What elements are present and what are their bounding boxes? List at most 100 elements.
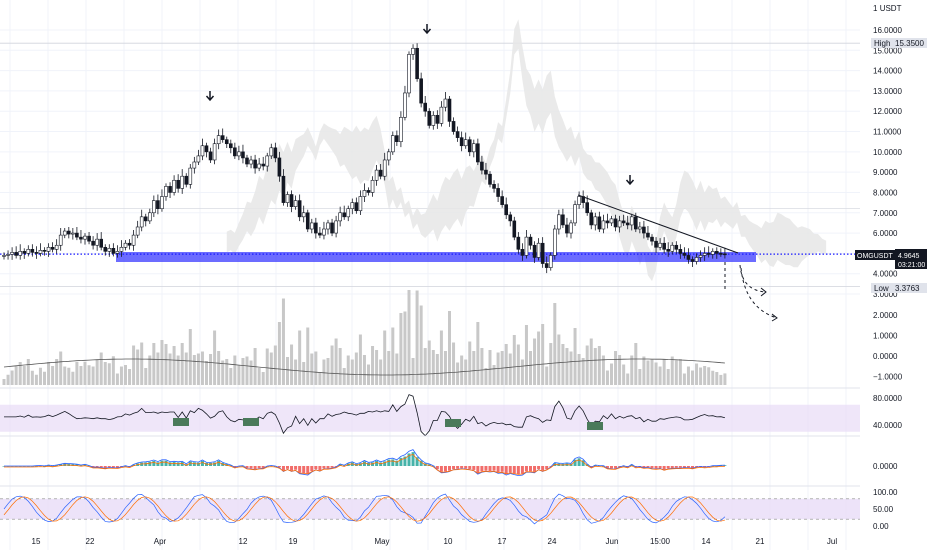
volume-bar	[63, 366, 67, 385]
volume-bar	[237, 365, 241, 385]
svg-text:High: High	[874, 39, 890, 48]
volume-bar	[180, 343, 184, 385]
volume-bar	[10, 370, 14, 385]
candle	[601, 214, 606, 234]
volume-bar	[290, 344, 294, 385]
candle	[419, 72, 423, 108]
candle	[407, 51, 411, 98]
macd-histogram-bar	[435, 466, 439, 470]
macd-histogram-bar	[281, 466, 285, 471]
macd-histogram-bar	[294, 466, 298, 470]
volume-bar	[322, 359, 326, 385]
volume-bar	[589, 338, 593, 385]
volume-pane	[0, 290, 860, 389]
macd-histogram-bar	[614, 466, 618, 469]
candle	[200, 138, 205, 161]
volume-bar	[2, 379, 6, 385]
macd-histogram-bar	[472, 466, 476, 470]
candle	[423, 96, 428, 117]
volume-bar	[573, 328, 577, 385]
volume-bar	[488, 350, 492, 385]
macd-histogram-bar	[277, 466, 281, 468]
macd-histogram-bar	[176, 462, 180, 466]
volume-bar	[423, 348, 427, 385]
candle	[395, 130, 399, 146]
candle	[439, 101, 444, 127]
volume-bar	[67, 367, 71, 385]
macd-histogram-bar	[504, 466, 508, 474]
candle	[480, 155, 484, 175]
volume-bar	[87, 365, 91, 385]
volume-bar	[565, 348, 569, 385]
volume-bar	[650, 359, 654, 385]
macd-histogram-bar	[484, 466, 488, 471]
candle	[285, 191, 290, 207]
volume-bar	[468, 341, 472, 385]
candle	[565, 217, 569, 238]
candle	[237, 145, 241, 161]
macd-histogram-bar	[605, 466, 609, 468]
volume-bar	[362, 355, 366, 385]
volume-bar	[249, 360, 253, 385]
volume-bar	[140, 342, 144, 385]
candle	[411, 44, 415, 60]
volume-tick-label: 2.0000	[873, 311, 898, 320]
macd-histogram-bar	[419, 460, 423, 466]
candle	[719, 248, 723, 257]
macd-histogram-bar	[524, 466, 528, 472]
macd-histogram-bar	[626, 466, 630, 467]
candle	[50, 242, 55, 253]
volume-bar	[577, 354, 581, 385]
candle	[168, 182, 172, 198]
volume-bar	[38, 367, 42, 385]
macd-histogram-bar	[253, 466, 257, 470]
volume-bar	[715, 372, 719, 385]
volume-bar	[192, 355, 196, 385]
candle	[123, 240, 128, 251]
volume-bar	[723, 373, 727, 385]
time-axis[interactable]: 15 22 Apr 12 19 May 10 17 24 Jun 15:00 14 21 Jul	[32, 537, 838, 546]
candle	[135, 220, 140, 239]
volume-bar	[294, 359, 298, 385]
candle	[723, 247, 727, 259]
candle	[504, 197, 509, 220]
volume-bar	[480, 348, 484, 385]
macd-histogram-bar	[298, 466, 302, 473]
candle	[609, 215, 614, 226]
candle	[107, 244, 112, 257]
annotations	[205, 24, 778, 322]
macd-histogram-bar	[379, 462, 383, 466]
candle	[516, 232, 521, 254]
candle	[589, 209, 594, 230]
macd-histogram-bar	[464, 466, 468, 469]
volume-bar	[152, 343, 156, 385]
price-axis[interactable]: 1 USDT 16.0000 15.0000 14.0000 13.0000 12.00…	[873, 4, 903, 531]
projection-path	[740, 267, 778, 319]
macd-histogram-bar	[529, 466, 532, 472]
volume-bar	[626, 373, 630, 385]
candle	[95, 233, 99, 251]
volume-tick-label: −1.0000	[873, 373, 903, 382]
macd-histogram-bar	[249, 466, 253, 469]
candle	[62, 228, 67, 239]
macd-histogram-bar	[306, 466, 310, 474]
candle	[451, 117, 456, 135]
candle	[273, 142, 278, 163]
volume-bar	[520, 359, 524, 385]
bull-divergence-label	[587, 422, 603, 430]
signal-line	[4, 453, 725, 475]
candle	[463, 132, 468, 149]
down-arrow-icon	[205, 91, 215, 102]
volume-bar	[241, 358, 245, 385]
volume-bar	[456, 362, 460, 385]
candle	[694, 253, 699, 265]
candle	[710, 248, 715, 259]
volume-bar	[460, 355, 464, 385]
candle	[281, 169, 286, 206]
macd-histogram-bar	[334, 466, 338, 467]
volume-bar	[549, 343, 553, 385]
macd-histogram-bar	[399, 457, 403, 466]
volume-bar	[314, 351, 318, 385]
candle	[176, 174, 180, 193]
